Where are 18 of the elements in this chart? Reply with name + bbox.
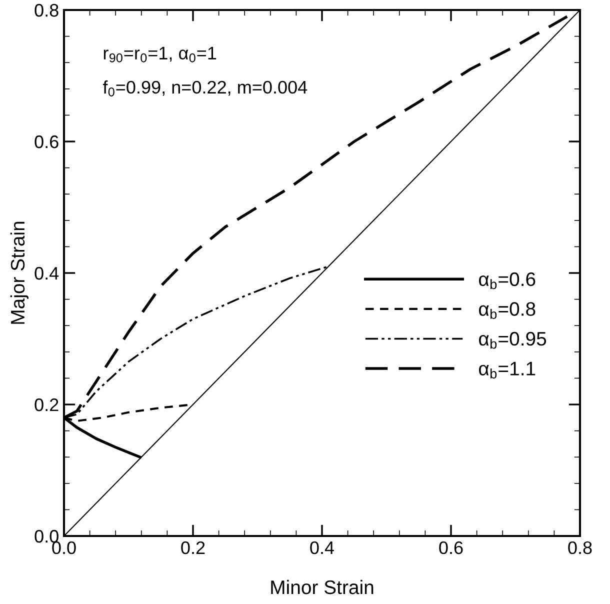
- legend-label: α$_{b}$=0.95: [479, 332, 546, 349]
- y-tick-label: 0.6: [34, 135, 58, 148]
- y-tick-label: 0.4: [34, 266, 59, 280]
- legend-label: α$_{b}$=0.6: [479, 272, 536, 290]
- y-tick-label: 0.0: [34, 530, 58, 543]
- y-tick-label: 0.8: [34, 4, 58, 17]
- x-tick-label: 0.0: [52, 541, 76, 554]
- x-axis-title: Minor Strain: [271, 580, 374, 594]
- x-tick-label: 0.2: [181, 541, 205, 554]
- legend-label: α$_{b}$=0.8: [479, 302, 536, 319]
- y-axis-title: Major Strain: [10, 222, 28, 324]
- annotation: r$_{90}$=r$_{0}$=1, α$_{0}$=1: [104, 46, 216, 62]
- x-tick-label: 0.6: [439, 541, 463, 554]
- x-tick-label: 0.4: [310, 541, 334, 554]
- y-tick-label: 0.2: [34, 398, 58, 412]
- legend-label: α$_{b}$=1.1: [479, 362, 536, 378]
- annotation: f$_{0}$=0.99, n=0.22, m=0.004: [102, 80, 308, 96]
- x-tick-label: 0.8: [568, 541, 592, 554]
